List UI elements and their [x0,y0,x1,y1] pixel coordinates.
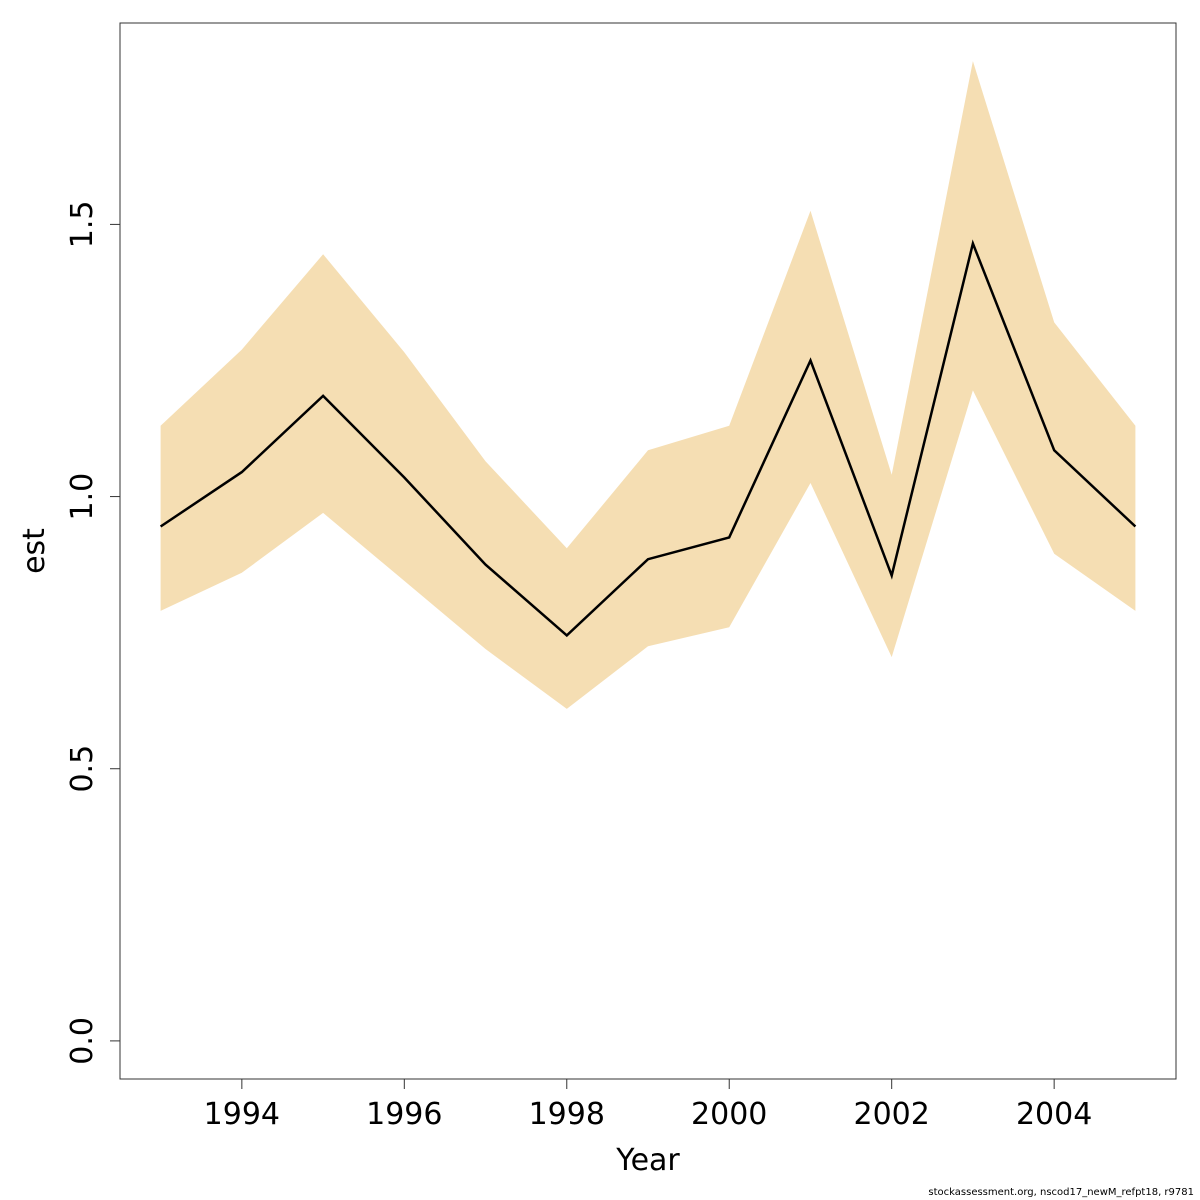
x-tick-label-1998: 1998 [529,1097,605,1132]
x-tick-label-2004: 2004 [1016,1097,1092,1132]
plot-frame [119,22,1177,1080]
y-tick-label-0.0: 0.0 [65,1017,100,1065]
y-tick-label-1.0: 1.0 [65,473,100,521]
estimate-line-layer [159,239,1137,638]
y-tick-label-0.5: 0.5 [65,745,100,793]
y-axis-title: est [17,528,52,574]
x-axis: 1994 1996 1998 2000 2002 2004 [204,1079,1092,1132]
confidence-band [160,61,1136,709]
estimate-line-0 [159,239,1137,638]
x-tick-label-1994: 1994 [204,1097,280,1132]
confidence-band-layer [160,61,1136,709]
y-axis: 0.0 0.5 1.0 1.5 [65,201,120,1065]
x-tick-label-2000: 2000 [691,1097,767,1132]
y-tick-label-1.5: 1.5 [65,201,100,249]
x-axis-title: Year [615,1143,680,1178]
x-tick-label-2002: 2002 [854,1097,930,1132]
x-tick-label-1996: 1996 [366,1097,442,1132]
footnote: stockassessment.org, nscod17_newM_refpt1… [928,1187,1194,1198]
